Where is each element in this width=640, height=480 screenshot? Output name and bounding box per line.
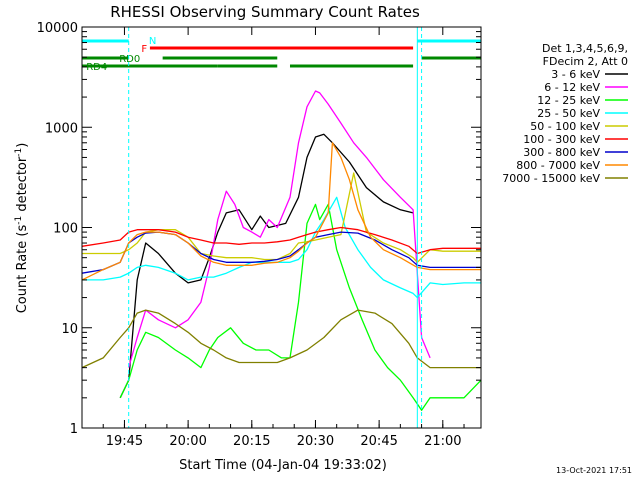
series-line-4 — [82, 196, 481, 299]
x-tick-label-1: 19:45 — [106, 434, 143, 449]
flag-label-f: F — [141, 44, 147, 55]
x-tick-label-3: 20:15 — [233, 434, 270, 449]
legend-label-8: 800 - 7000 keV — [516, 159, 600, 172]
series-line-6 — [81, 226, 481, 255]
y-tick-label-2: 10 — [61, 322, 78, 337]
legend-label-9: 7000 - 15000 keV — [502, 172, 600, 185]
x-tick-label-4: 20:30 — [297, 434, 334, 449]
chart-title: RHESSI Observing Summary Count Rates — [110, 3, 420, 21]
legend-label-5: 50 - 100 keV — [530, 120, 600, 133]
y-tick-label-3: 100 — [53, 222, 78, 237]
x-axis-label: Start Time (04-Jan-04 19:33:02) — [179, 458, 387, 473]
legend-label-6: 100 - 300 keV — [523, 133, 600, 146]
legend-label-4: 25 - 50 keV — [537, 107, 600, 120]
legend-label-2: 6 - 12 keV — [544, 81, 600, 94]
flag-label-rd0: RD0 — [119, 54, 140, 65]
flag-label-n: N — [149, 36, 156, 47]
series-line-3 — [119, 203, 482, 411]
x-tick-label-5: 20:45 — [360, 434, 397, 449]
y-tick-label-5: 10000 — [37, 21, 78, 36]
legend-label-3: 12 - 25 keV — [537, 94, 600, 107]
series-line-2 — [128, 90, 431, 368]
legend-header-line-1: Det 1,3,4,5,6,9, — [542, 42, 628, 55]
x-tick-label-6: 21:00 — [424, 434, 461, 449]
legend-label-7: 300 - 800 keV — [523, 146, 600, 159]
y-tick-label-4: 1000 — [45, 121, 78, 136]
y-tick-label-1: 1 — [70, 422, 78, 437]
legend-label-1: 3 - 6 keV — [551, 68, 600, 81]
series-line-8 — [81, 142, 481, 281]
legend-header-line-2: FDecim 2, Att 0 — [543, 55, 628, 68]
plot-frame — [81, 26, 482, 429]
timestamp: 13-Oct-2021 17:51 — [556, 466, 632, 475]
series-line-9 — [81, 309, 481, 369]
series-line-7 — [81, 231, 481, 274]
y-axis-label: Count Rate (s-1 detector-1) — [14, 143, 30, 314]
x-tick-label-2: 20:00 — [169, 434, 206, 449]
series-line-1 — [119, 133, 414, 399]
flag-label-rd4: RD4 — [86, 62, 107, 73]
